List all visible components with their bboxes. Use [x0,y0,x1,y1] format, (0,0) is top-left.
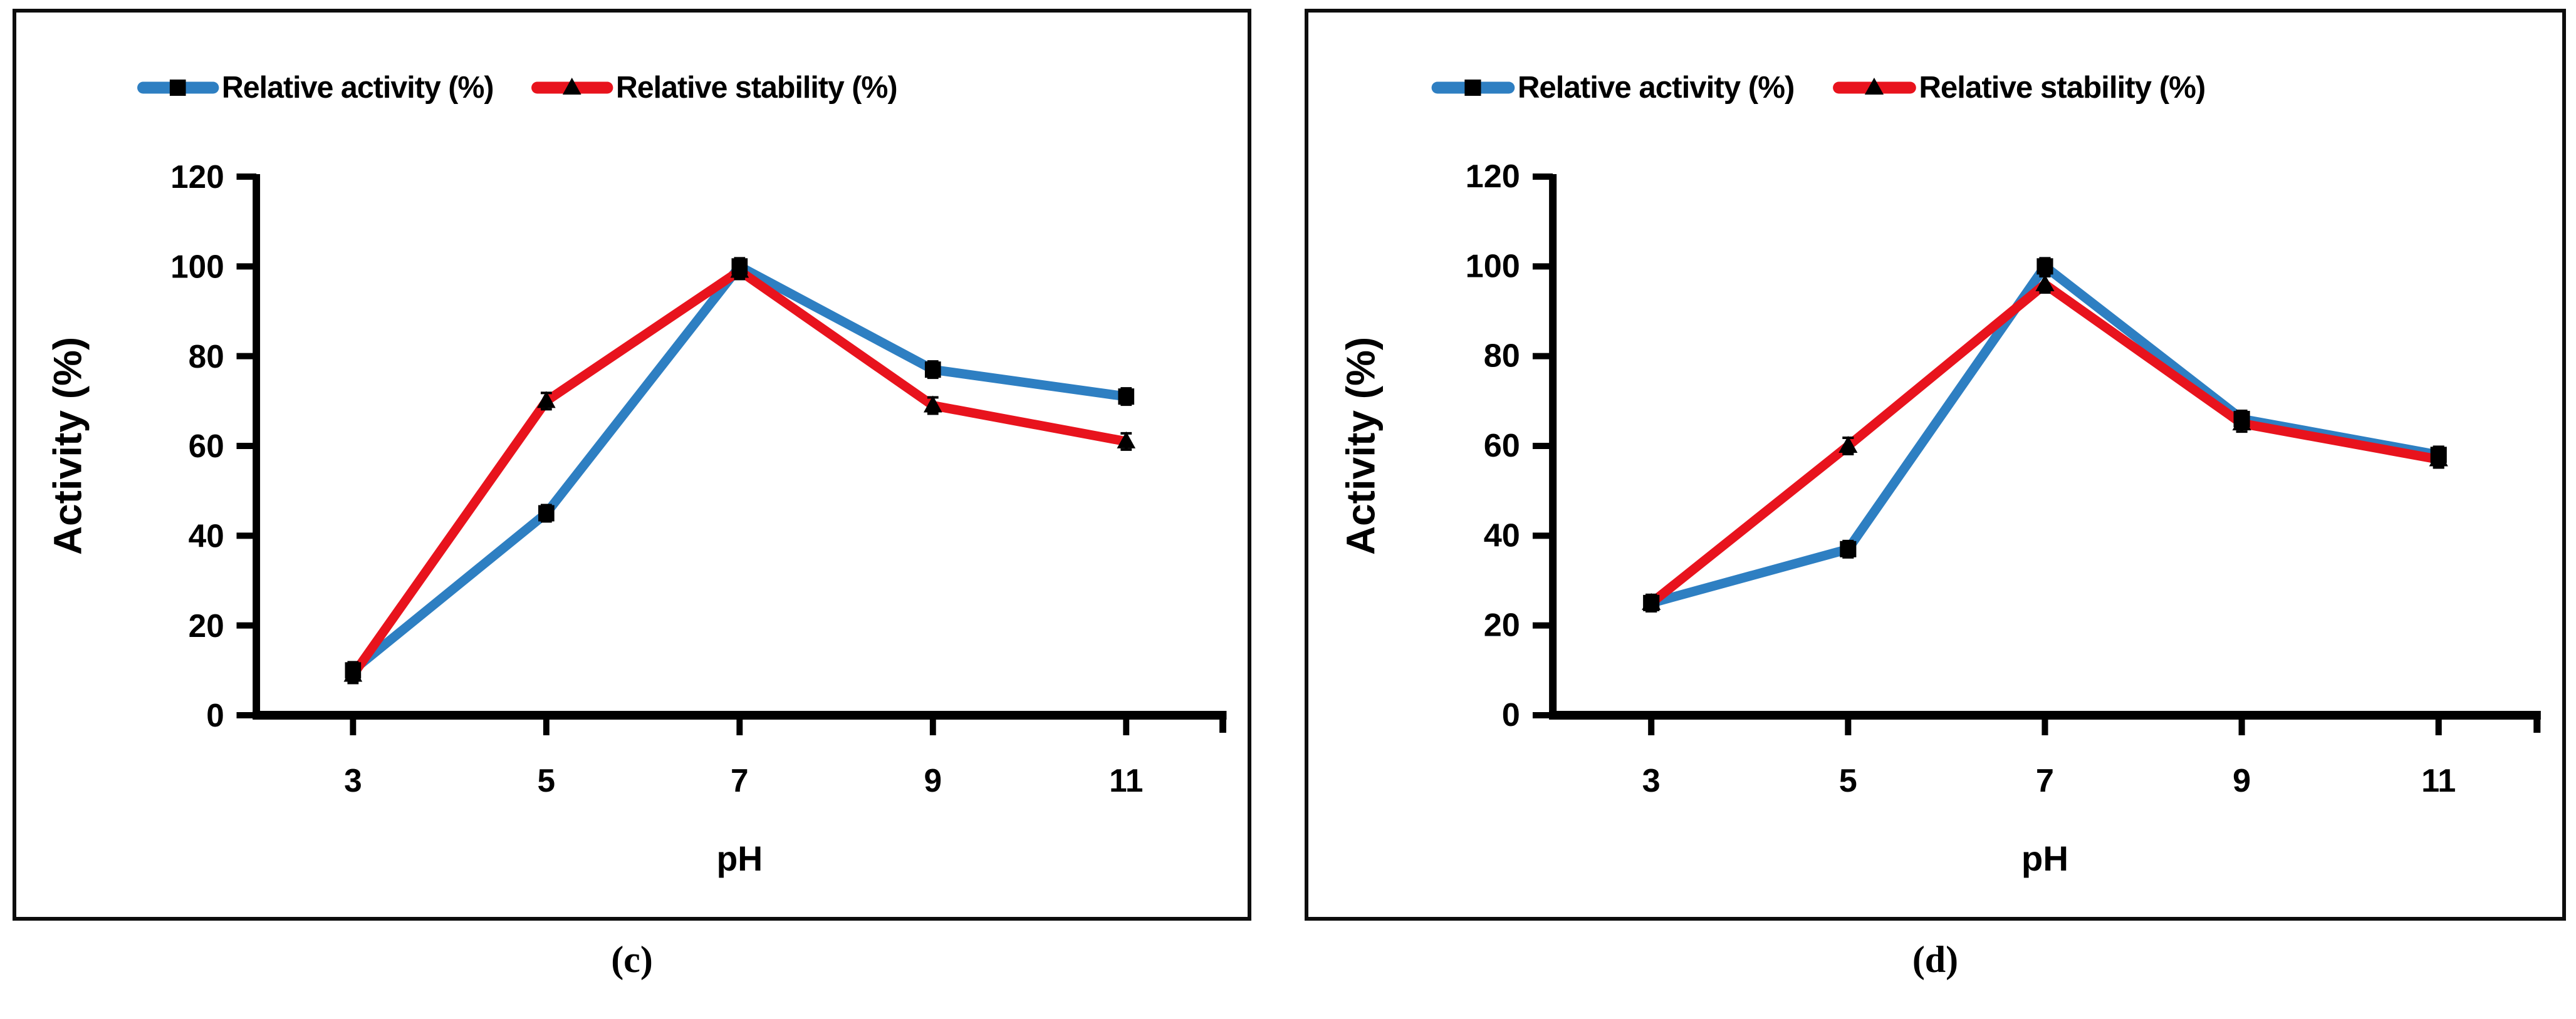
legend-label: Relative stability (%) [1919,71,2205,105]
caption-d: (d) [1912,939,1959,980]
y-tick-label: 20 [1484,608,1520,644]
x-tick-label: 3 [1642,763,1661,799]
x-axis-title: pH [716,839,763,878]
y-axis-title: Activity (%) [1338,337,1383,555]
data-point-triangle-marker [2429,449,2448,467]
legend: Relative activity (%) Relative stability … [1431,71,2206,105]
y-tick-label: 100 [170,248,224,284]
data-point-triangle-marker [2035,274,2055,291]
y-tick-label: 80 [189,338,224,374]
data-point-square-marker [924,361,941,378]
y-tick-label: 80 [1484,338,1520,375]
legend-label: Relative stability (%) [616,71,897,105]
chart-panel-d: Relative activity (%) Relative stability … [1305,9,2566,921]
legend-entry: Relative activity (%) [137,71,494,105]
series-line-relative-activity [348,261,1131,675]
x-axis-title: pH [2021,839,2068,878]
data-point-square-marker [2036,258,2053,275]
y-tick-label: 40 [1484,517,1520,554]
data-point-triangle-marker [1838,436,1858,453]
data-point-triangle-marker [537,391,556,408]
data-point-square-marker [538,505,555,522]
y-tick-label: 120 [1466,158,1520,195]
legend-square-marker-icon [169,80,186,96]
axes: 0 20 40 60 80 100 120 3 5 7 9 11 [170,158,1227,799]
x-tick-label: 3 [344,762,362,799]
legend-label: Relative activity (%) [1518,71,1795,105]
y-tick-label: 120 [170,158,224,195]
x-tick-label: 9 [2233,763,2251,799]
series-lines [1646,261,2444,608]
data-point-triangle-marker [2232,413,2251,431]
data-point-triangle-marker [1642,592,1661,610]
x-tick-label: 5 [1839,763,1857,799]
data-point-triangle-marker [343,665,363,682]
legend-square-marker-icon [1464,80,1481,96]
y-tick-label: 60 [1484,428,1520,464]
x-tick-label: 9 [924,762,942,799]
x-tick-label: 7 [2036,763,2054,799]
caption-c: (c) [611,939,653,980]
series-line-relative-stability [348,266,1131,680]
data-points [1642,257,2448,613]
y-tick-label: 40 [189,517,224,554]
legend-triangle-marker-icon [562,78,581,95]
x-tick-label: 7 [731,762,749,799]
legend-entry: Relative stability (%) [531,71,898,105]
y-tick-label: 20 [189,607,224,643]
data-points [343,257,1136,685]
chart-panel-c: Relative activity (%) Relative stability … [13,9,1251,921]
legend-label: Relative activity (%) [222,71,494,105]
x-tick-label: 11 [1109,762,1143,799]
legend-entry: Relative activity (%) [1431,71,1795,105]
series-line-relative-stability [1646,279,2444,608]
x-tick-label: 5 [538,762,556,799]
data-point-triangle-marker [1117,431,1136,448]
series-lines [348,261,1131,680]
data-point-square-marker [1840,541,1857,557]
x-tick-label: 11 [2421,763,2456,799]
legend-triangle-marker-icon [1864,78,1884,95]
y-axis-title: Activity (%) [46,337,90,555]
legend-entry: Relative stability (%) [1833,71,2206,105]
data-point-square-marker [1118,388,1135,405]
legend: Relative activity (%) Relative stability … [137,71,898,105]
data-point-triangle-marker [923,395,942,413]
line-chart-c: Relative activity (%) Relative stability … [46,71,1227,878]
y-tick-label: 100 [1466,248,1520,284]
y-tick-label: 0 [206,697,224,733]
line-chart-d: Relative activity (%) Relative stability … [1338,71,2541,878]
y-tick-label: 0 [1502,697,1520,733]
data-point-triangle-marker [730,261,749,278]
axes: 0 20 40 60 80 100 120 3 5 7 9 11 [1466,158,2541,799]
y-tick-label: 60 [189,428,224,464]
